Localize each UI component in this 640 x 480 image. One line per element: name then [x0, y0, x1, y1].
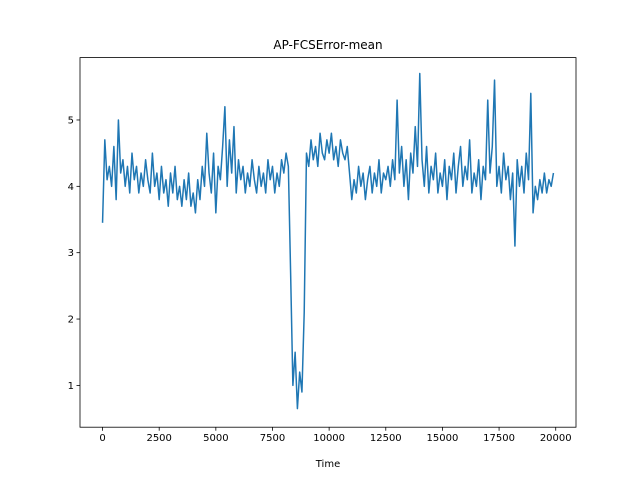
- x-tick-label: 12500: [370, 433, 402, 444]
- axes-frame: [79, 57, 577, 428]
- y-tick-label: 5: [68, 115, 74, 126]
- y-tick-label: 2: [68, 315, 74, 326]
- chart-title: AP-FCSError-mean: [273, 38, 382, 52]
- x-tick-label: 2500: [146, 433, 171, 444]
- x-tick-label: 5000: [203, 433, 228, 444]
- x-tick-label: 15000: [427, 433, 459, 444]
- x-tick-label: 20000: [540, 433, 572, 444]
- y-tick-label: 4: [68, 182, 74, 193]
- x-tick-label: 7500: [260, 433, 285, 444]
- data-line: [101, 72, 555, 410]
- x-tick-label: 10000: [313, 433, 345, 444]
- x-tick-label: 0: [99, 433, 105, 444]
- x-axis-label: Time: [315, 459, 340, 470]
- x-tick-label: 17500: [483, 433, 515, 444]
- y-tick-label: 3: [68, 248, 74, 259]
- y-tick-label: 1: [68, 381, 74, 392]
